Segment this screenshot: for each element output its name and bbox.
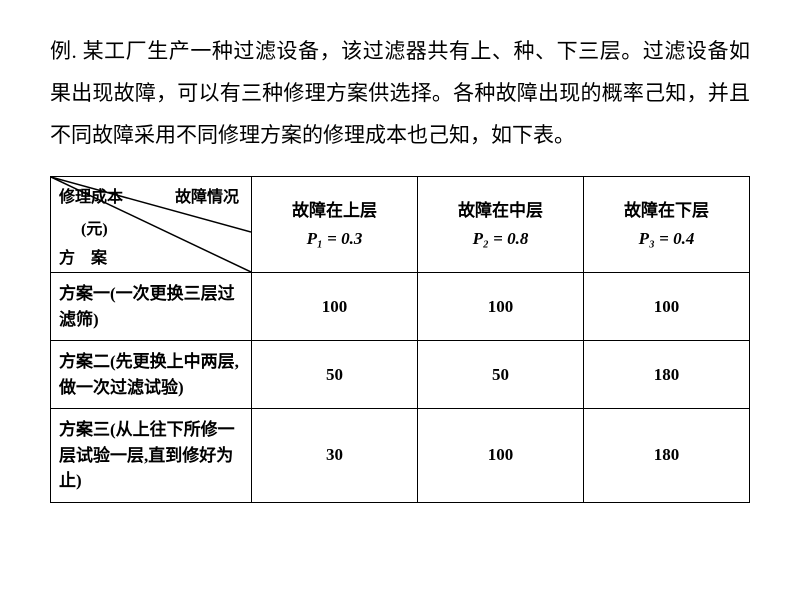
cell-3-3: 180: [584, 409, 750, 503]
diag-bot-label: 方 案: [59, 244, 107, 268]
col-title-1: 故障在上层: [258, 197, 411, 224]
cell-2-1: 50: [252, 341, 418, 409]
table-row: 方案一(一次更换三层过滤筛) 100 100 100: [51, 273, 750, 341]
cost-table: 修理成本 故障情况 (元) 方 案 故障在上层 P₁ = 0.3 故障在中层 P…: [50, 176, 750, 503]
col-header-1: 故障在上层 P₁ = 0.3: [252, 177, 418, 273]
col-prob-1: P₁ = 0.3: [258, 225, 411, 252]
cell-2-2: 50: [418, 341, 584, 409]
table-row: 方案三(从上往下所修一层试验一层,直到修好为止) 30 100 180: [51, 409, 750, 503]
col-title-2: 故障在中层: [424, 197, 577, 224]
table-row: 方案二(先更换上中两层,做一次过滤试验) 50 50 180: [51, 341, 750, 409]
cell-1-1: 100: [252, 273, 418, 341]
plan-cell-3: 方案三(从上往下所修一层试验一层,直到修好为止): [51, 409, 252, 503]
page: 例. 某工厂生产一种过滤设备，该过滤器共有上、种、下三层。过滤设备如果出现故障，…: [0, 0, 800, 533]
diag-cost-label: 修理成本: [59, 183, 123, 207]
plan-cell-1: 方案一(一次更换三层过滤筛): [51, 273, 252, 341]
table-header-row: 修理成本 故障情况 (元) 方 案 故障在上层 P₁ = 0.3 故障在中层 P…: [51, 177, 750, 273]
diagonal-header-cell: 修理成本 故障情况 (元) 方 案: [51, 177, 252, 273]
cell-2-3: 180: [584, 341, 750, 409]
col-title-3: 故障在下层: [590, 197, 743, 224]
diag-mid-label: (元): [81, 215, 108, 239]
col-header-2: 故障在中层 P₂ = 0.8: [418, 177, 584, 273]
cell-1-2: 100: [418, 273, 584, 341]
col-header-3: 故障在下层 P₃ = 0.4: [584, 177, 750, 273]
diag-top-label: 故障情况: [175, 183, 239, 207]
cell-3-1: 30: [252, 409, 418, 503]
col-prob-2: P₂ = 0.8: [424, 225, 577, 252]
plan-cell-2: 方案二(先更换上中两层,做一次过滤试验): [51, 341, 252, 409]
problem-paragraph: 例. 某工厂生产一种过滤设备，该过滤器共有上、种、下三层。过滤设备如果出现故障，…: [50, 30, 750, 156]
cell-1-3: 100: [584, 273, 750, 341]
cell-3-2: 100: [418, 409, 584, 503]
col-prob-3: P₃ = 0.4: [590, 225, 743, 252]
